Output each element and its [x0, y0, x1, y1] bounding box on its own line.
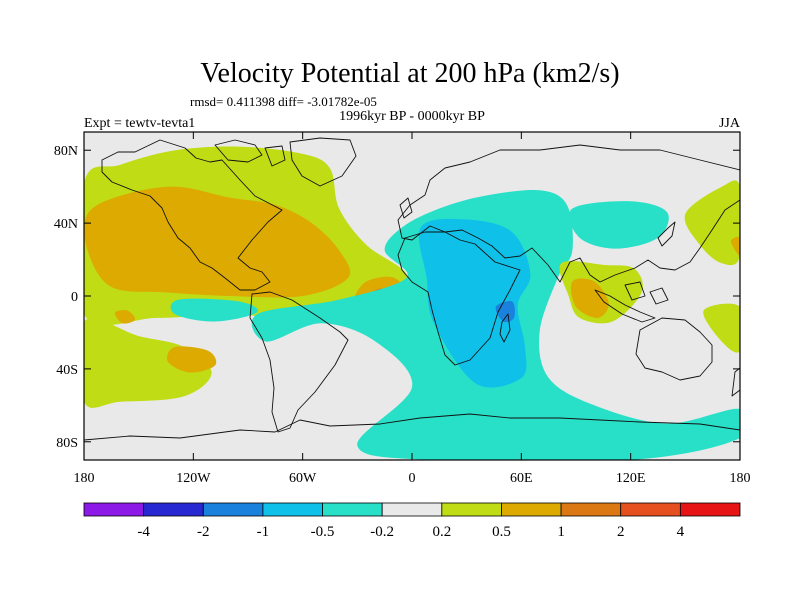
y-tick-label: 40S: [56, 363, 78, 378]
x-tick-label: 60W: [289, 471, 317, 486]
x-tick-label: 180: [730, 471, 751, 486]
x-tick-label: 180: [74, 471, 95, 486]
colorbar-label: -0.2: [370, 524, 394, 540]
colorbar-label: 2: [617, 524, 625, 540]
region-n-pacific-atlantic-orange: [84, 186, 351, 298]
region-sw-pacific-positive: [703, 303, 740, 353]
coastlines: [84, 137, 740, 441]
x-tick-label: 120W: [176, 471, 211, 486]
region-s-pacific-orange: [166, 346, 217, 373]
coastline-madagascar: [499, 313, 511, 343]
colorbar-label: 1: [557, 524, 565, 540]
region-sea-orange: [570, 278, 609, 318]
coastline-australia: [635, 317, 713, 381]
coastline-canada-islands: [214, 139, 286, 167]
axes: 180 120W 60W 0 60E 120E 180 80N 40N 0 40S 80S: [54, 132, 751, 486]
colorbar-swatch: [143, 502, 204, 517]
region-east-africa-dark: [495, 301, 515, 323]
colorbar: -4 -2 -1 -0.5 -0.2 0.2 0.5 1 2 4: [83, 502, 741, 540]
y-tick-label: 0: [71, 290, 78, 305]
colorbar-swatch: [381, 502, 443, 517]
y-tick-label: 80N: [54, 144, 78, 159]
map-plot-area: [84, 132, 740, 460]
coastline-antarctica: [84, 413, 740, 441]
colorbar-swatch: [501, 502, 562, 517]
colorbar-swatch: [202, 502, 264, 517]
experiment-label: Expt = tewtv-tevta1: [84, 116, 195, 131]
season-label: JJA: [719, 116, 741, 131]
region-s-pacific-positive: [84, 318, 212, 408]
colorbar-label: -1: [257, 524, 270, 540]
colorbar-label: -2: [197, 524, 210, 540]
colorbar-label: 0.5: [492, 524, 511, 540]
y-tick-label: 80S: [56, 436, 78, 451]
colorbar-label: 0.2: [432, 524, 451, 540]
coastline-japan: [657, 221, 676, 247]
coastline-north-america: [101, 139, 283, 291]
x-tick-label: 60E: [510, 471, 533, 486]
colorbar-swatch: [679, 502, 741, 517]
colorbar-label: -0.5: [311, 524, 335, 540]
region-china-negative: [568, 201, 669, 249]
region-w-pacific-orange: [730, 236, 740, 256]
period-label: 1996kyr BP - 0000kyr BP: [339, 109, 485, 124]
coastline-africa: [397, 231, 521, 366]
colorbar-swatch: [322, 502, 383, 517]
region-pacific-small-orange: [114, 310, 136, 324]
stats-label: rmsd= 0.411398 diff= -3.01782e-05: [190, 94, 377, 109]
colorbar-swatch: [83, 502, 145, 517]
coastline-indonesia: [594, 281, 669, 323]
chart-title: Velocity Potential at 200 hPa (km2/s): [200, 58, 619, 89]
colorbar-swatch: [620, 502, 681, 517]
region-e-pacific-negative: [170, 298, 259, 322]
colorbar-label: -4: [137, 524, 150, 540]
colorbar-swatch: [262, 502, 323, 517]
x-tick-label: 0: [409, 471, 416, 486]
colorbar-label: 4: [677, 524, 685, 540]
colorbar-swatch: [441, 502, 502, 517]
coastline-eurasia: [397, 144, 740, 283]
colorbar-swatch: [560, 502, 622, 517]
coastline-south-america: [249, 291, 349, 433]
region-africa-blue-core: [418, 218, 531, 388]
coastline-british-isles: [399, 197, 413, 219]
region-w-pacific-positive: [684, 180, 740, 266]
coastline-greenland: [289, 137, 357, 187]
y-tick-label: 40N: [54, 217, 78, 232]
x-tick-label: 120E: [616, 471, 646, 486]
